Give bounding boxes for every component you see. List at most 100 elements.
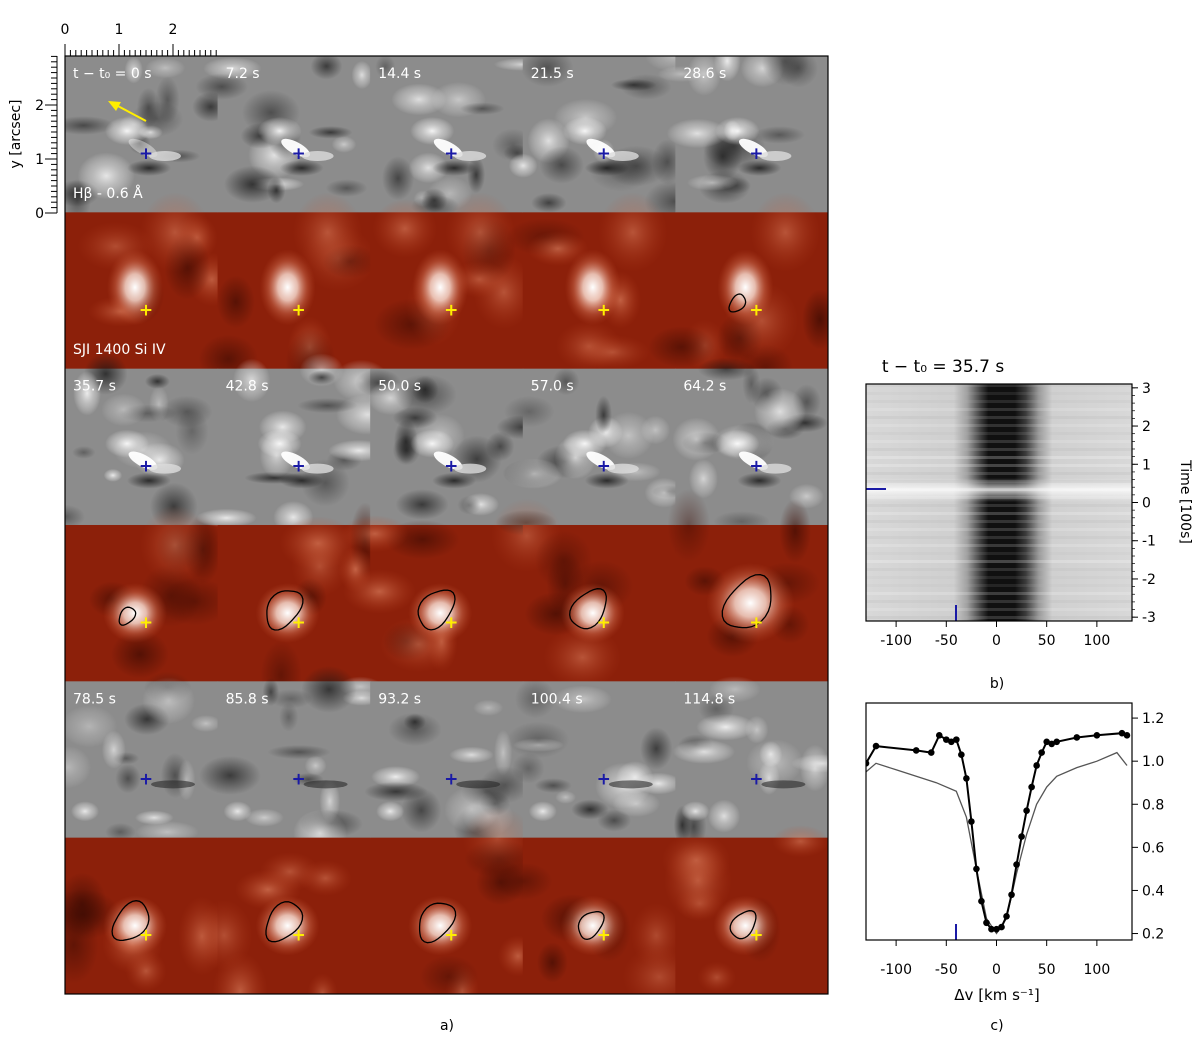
sji-image: + xyxy=(370,806,539,994)
heatmap-background xyxy=(866,384,1132,621)
panel-a-image-grid: + + + + + + + + + + + + + + + + + + + + + + + + + + + + + + t − t₀ = … xyxy=(8,22,829,1034)
x-tick-label: 0 xyxy=(992,633,1001,649)
time-label: 78.5 s xyxy=(73,691,116,707)
time-label: 28.6 s xyxy=(683,66,726,82)
top-tick-label: 0 xyxy=(61,22,70,38)
x-tick-label: 50 xyxy=(1038,962,1056,978)
sji-image: + xyxy=(648,192,828,394)
time-label: 64.2 s xyxy=(683,379,726,395)
y-tick-label: -2 xyxy=(1142,572,1156,588)
hbeta-image: + xyxy=(506,678,682,839)
profile-point xyxy=(1013,861,1020,868)
panel-b-title: t − t₀ = 35.7 s xyxy=(882,357,1005,377)
marker-cross-sji: + xyxy=(749,613,763,633)
profile-point xyxy=(872,742,880,750)
heatmap-bright-row xyxy=(866,478,1132,502)
left-tick-label: 2 xyxy=(35,98,44,114)
marker-cross-hbeta: + xyxy=(291,144,305,164)
profile-point xyxy=(935,732,943,739)
x-tick-label: -50 xyxy=(935,962,958,978)
time-label: 50.0 s xyxy=(378,379,421,395)
time-label: 57.0 s xyxy=(531,379,574,395)
intensity-contour xyxy=(265,901,304,943)
hbeta-image: + xyxy=(65,56,230,223)
y-tick-label: 0.2 xyxy=(1142,927,1164,943)
y-tick-label: 1.2 xyxy=(1142,711,1164,727)
y-tick-label: -3 xyxy=(1142,610,1156,626)
profile-point xyxy=(1053,738,1061,746)
profile-point xyxy=(1038,749,1045,756)
panel-a-label: a) xyxy=(440,1018,454,1034)
profile-point xyxy=(1093,732,1101,739)
profile-point xyxy=(1008,891,1015,899)
profile-point xyxy=(1028,783,1035,791)
time-label: 114.8 s xyxy=(683,691,735,707)
x-tick-label: -50 xyxy=(935,633,958,649)
x-tick-label: 50 xyxy=(1038,633,1056,649)
hbeta-image: + xyxy=(65,671,222,844)
hbeta-image: + xyxy=(65,352,219,531)
marker-cross-sji: + xyxy=(749,926,763,946)
intensity-contour xyxy=(569,588,607,630)
marker-cross-sji: + xyxy=(139,926,153,946)
y-tick-label: 0.8 xyxy=(1142,797,1164,813)
profile-point xyxy=(998,923,1005,931)
marker-cross-hbeta: + xyxy=(597,144,611,164)
time-label: 42.8 s xyxy=(226,379,269,395)
profile-point xyxy=(943,736,950,743)
sji-image: + xyxy=(370,192,535,370)
left-tick-label: 1 xyxy=(35,152,44,168)
intensity-contour xyxy=(728,293,747,313)
profile-point xyxy=(1048,740,1055,748)
profile-point xyxy=(927,749,935,756)
profile-point xyxy=(1043,738,1050,746)
top-tick-label: 1 xyxy=(115,22,124,38)
sji-image: + xyxy=(490,498,676,689)
intensity-contour xyxy=(417,589,456,631)
marker-cross-hbeta: + xyxy=(749,144,763,164)
marker-cross-sji: + xyxy=(597,926,611,946)
panel-c-frame xyxy=(865,702,1133,941)
hbeta-label: Hβ - 0.6 Å xyxy=(73,185,143,202)
intensity-contour xyxy=(418,902,457,944)
x-tick-label: 100 xyxy=(1084,962,1111,978)
marker-cross-hbeta: + xyxy=(444,457,458,477)
time-label: 93.2 s xyxy=(378,691,421,707)
hbeta-image: + xyxy=(196,353,400,534)
direction-arrow xyxy=(108,101,147,122)
hbeta-image: + xyxy=(195,56,373,213)
profile-point xyxy=(983,919,990,927)
time-label: 14.4 s xyxy=(378,66,421,82)
intensity-contour xyxy=(118,606,137,626)
y-tick-label: 0.6 xyxy=(1142,840,1164,856)
marker-cross-hbeta: + xyxy=(139,457,153,477)
sji-image: + xyxy=(195,837,371,994)
hbeta-image: + xyxy=(370,56,552,217)
y-tick-label: 0.4 xyxy=(1142,883,1164,899)
time-label: 35.7 s xyxy=(73,379,116,395)
profile-point xyxy=(1073,734,1081,741)
marker-cross-hbeta: + xyxy=(597,457,611,477)
x-tick-label: 100 xyxy=(1084,633,1111,649)
panel-c-line-chart: -100 -50 0 50 100 0.2 0.4 0.6 0.8 1.0 1.2 Δv [km s… xyxy=(865,702,1164,1034)
time-label: 7.2 s xyxy=(226,66,260,82)
panel-c-xlabel: Δv [km s⁻¹] xyxy=(954,986,1039,1004)
marker-cross-hbeta: + xyxy=(139,769,153,789)
sji-image: + xyxy=(217,502,381,710)
sji-image: + xyxy=(65,837,226,994)
intensity-contour xyxy=(266,590,304,631)
profile-point xyxy=(968,818,975,825)
marker-cross-sji: + xyxy=(291,926,305,946)
marker-cross-sji: + xyxy=(291,300,305,320)
profile-point xyxy=(1018,833,1025,840)
y-tick-label: 3 xyxy=(1142,381,1151,397)
y-tick-label: -1 xyxy=(1142,534,1156,550)
x-tick-label: -100 xyxy=(880,633,912,649)
profile-observed-line xyxy=(866,732,1128,931)
profile-point xyxy=(866,760,870,767)
marker-cross-sji: + xyxy=(444,300,458,320)
time-label: t − t₀ = 0 s xyxy=(73,66,152,82)
profile-point xyxy=(1033,762,1040,769)
